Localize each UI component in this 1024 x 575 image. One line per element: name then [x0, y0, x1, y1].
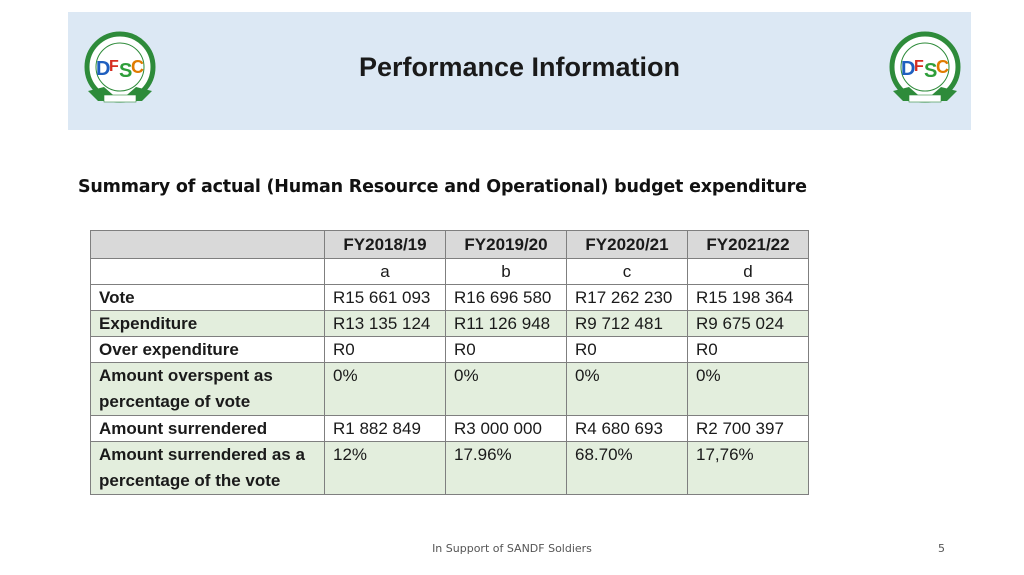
table-row: Over expenditure R0 R0 R0 R0 — [90, 336, 809, 363]
table-cell: R16 696 580 — [445, 284, 567, 311]
column-header: FY2020/21 — [566, 230, 688, 259]
column-header: FY2019/20 — [445, 230, 567, 259]
table-cell: R15 198 364 — [687, 284, 809, 311]
column-letter: a — [324, 258, 446, 285]
svg-text:D: D — [901, 58, 915, 80]
row-label: Amount overspent as percentage of vote — [90, 362, 325, 416]
table-row: Amount surrendered R1 882 849 R3 000 000… — [90, 415, 809, 442]
row-label: Amount surrendered — [90, 415, 325, 442]
table-cell: R4 680 693 — [566, 415, 688, 442]
table-cell: R11 126 948 — [445, 310, 567, 337]
table-cell: R9 675 024 — [687, 310, 809, 337]
table-cell: R0 — [687, 336, 809, 363]
column-letter: b — [445, 258, 567, 285]
table-cell: R17 262 230 — [566, 284, 688, 311]
table-cell: R9 712 481 — [566, 310, 688, 337]
table-cell: R13 135 124 — [324, 310, 446, 337]
footer-text: In Support of SANDF Soldiers — [432, 542, 592, 555]
table-cell: R15 661 093 — [324, 284, 446, 311]
row-label: Vote — [90, 284, 325, 311]
table-cell: R0 — [445, 336, 567, 363]
svg-text:F: F — [109, 58, 119, 75]
section-subtitle: Summary of actual (Human Resource and Op… — [78, 177, 807, 197]
table-cell: 0% — [324, 362, 446, 416]
table-cell: 17.96% — [445, 441, 567, 495]
table-cell: 17,76% — [687, 441, 809, 495]
row-label: Amount surrendered as a percentage of th… — [90, 441, 325, 495]
page-number: 5 — [938, 542, 945, 555]
table-cell: R3 000 000 — [445, 415, 567, 442]
svg-text:D: D — [96, 58, 110, 80]
table-cell: R2 700 397 — [687, 415, 809, 442]
row-label: Over expenditure — [90, 336, 325, 363]
column-letter: d — [687, 258, 809, 285]
column-letter-row: a b c d — [90, 258, 809, 285]
table-header-row: FY2018/19 FY2019/20 FY2020/21 FY2021/22 — [90, 230, 809, 259]
column-header: FY2021/22 — [687, 230, 809, 259]
table-cell: 0% — [445, 362, 567, 416]
svg-text:S: S — [924, 60, 937, 82]
page-title: Performance Information — [358, 52, 681, 82]
table-cell: 0% — [687, 362, 809, 416]
table-row: Amount surrendered as a percentage of th… — [90, 441, 809, 495]
svg-text:C: C — [936, 57, 949, 77]
table-cell: R0 — [324, 336, 446, 363]
column-letter — [90, 258, 325, 285]
table-cell: R0 — [566, 336, 688, 363]
column-header — [90, 230, 325, 259]
table-row: Vote R15 661 093 R16 696 580 R17 262 230… — [90, 284, 809, 311]
table-cell: 68.70% — [566, 441, 688, 495]
title-banner: D F S C Performance Information D F S C — [68, 12, 971, 130]
svg-text:C: C — [131, 57, 144, 77]
budget-table: FY2018/19 FY2019/20 FY2020/21 FY2021/22 … — [90, 230, 809, 495]
svg-text:S: S — [119, 60, 132, 82]
column-letter: c — [566, 258, 688, 285]
dfsc-logo: D F S C — [889, 31, 961, 103]
table-cell: 12% — [324, 441, 446, 495]
table-row: Expenditure R13 135 124 R11 126 948 R9 7… — [90, 310, 809, 337]
row-label: Expenditure — [90, 310, 325, 337]
table-cell: 0% — [566, 362, 688, 416]
table-row: Amount overspent as percentage of vote 0… — [90, 362, 809, 416]
dfsc-logo: D F S C — [84, 31, 156, 103]
svg-text:F: F — [914, 58, 924, 75]
table-cell: R1 882 849 — [324, 415, 446, 442]
column-header: FY2018/19 — [324, 230, 446, 259]
